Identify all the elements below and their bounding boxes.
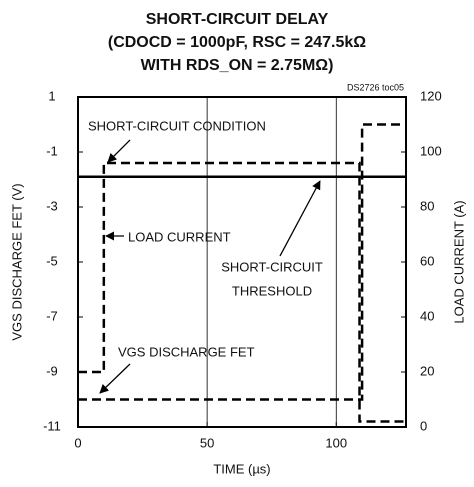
line-series [78,161,406,423]
annotation: SHORT-CIRCUIT [221,259,323,274]
plot-frame [77,96,407,428]
y2-tick-label: 80 [420,198,434,213]
annotation: VGS DISCHARGE FET [118,344,255,359]
arrows [99,139,321,394]
y2-tick-label: 120 [420,88,442,103]
y-tick-label: -1 [46,143,58,158]
chart-title: WITH RDS_ON = 2.75MΩ) [141,57,334,74]
y-tick-label: -11 [43,418,61,433]
y2-tick-label: 0 [420,418,427,433]
watermark: DS2726 toc05 [347,82,404,92]
chart-title: SHORT-CIRCUIT DELAY [146,11,329,28]
y2-axis-label: LOAD CURRENT (A) [451,200,466,323]
y-axis-label: VGS DISCHARGE FET (V) [9,183,24,340]
arrow [99,363,131,394]
y2-tick-label: 20 [420,363,434,378]
chart-title: (CDOCD = 1000pF, RSC = 247.5kΩ [108,34,366,51]
y-tick-label: -9 [46,363,58,378]
y2-tick-label: 60 [420,253,434,268]
arrow [279,180,321,257]
x-tick-label: 0 [74,435,81,450]
y-tick-label: 1 [48,88,55,103]
x-tick-label: 100 [325,435,347,450]
annotation: THRESHOLD [232,283,312,298]
annotation: SHORT-CIRCUIT CONDITION [88,118,266,133]
y2-tick-label: 100 [420,143,442,158]
arrow [107,139,131,163]
y-tick-label: -3 [46,198,58,213]
y2-tick-label: 40 [420,308,434,323]
line-series [78,123,406,401]
y-tick-label: -5 [46,253,58,268]
x-tick-label: 50 [200,435,214,450]
y-tick-label: -7 [46,308,58,323]
x-axis-label: TIME (µs) [213,461,270,476]
annotation: LOAD CURRENT [128,229,231,244]
